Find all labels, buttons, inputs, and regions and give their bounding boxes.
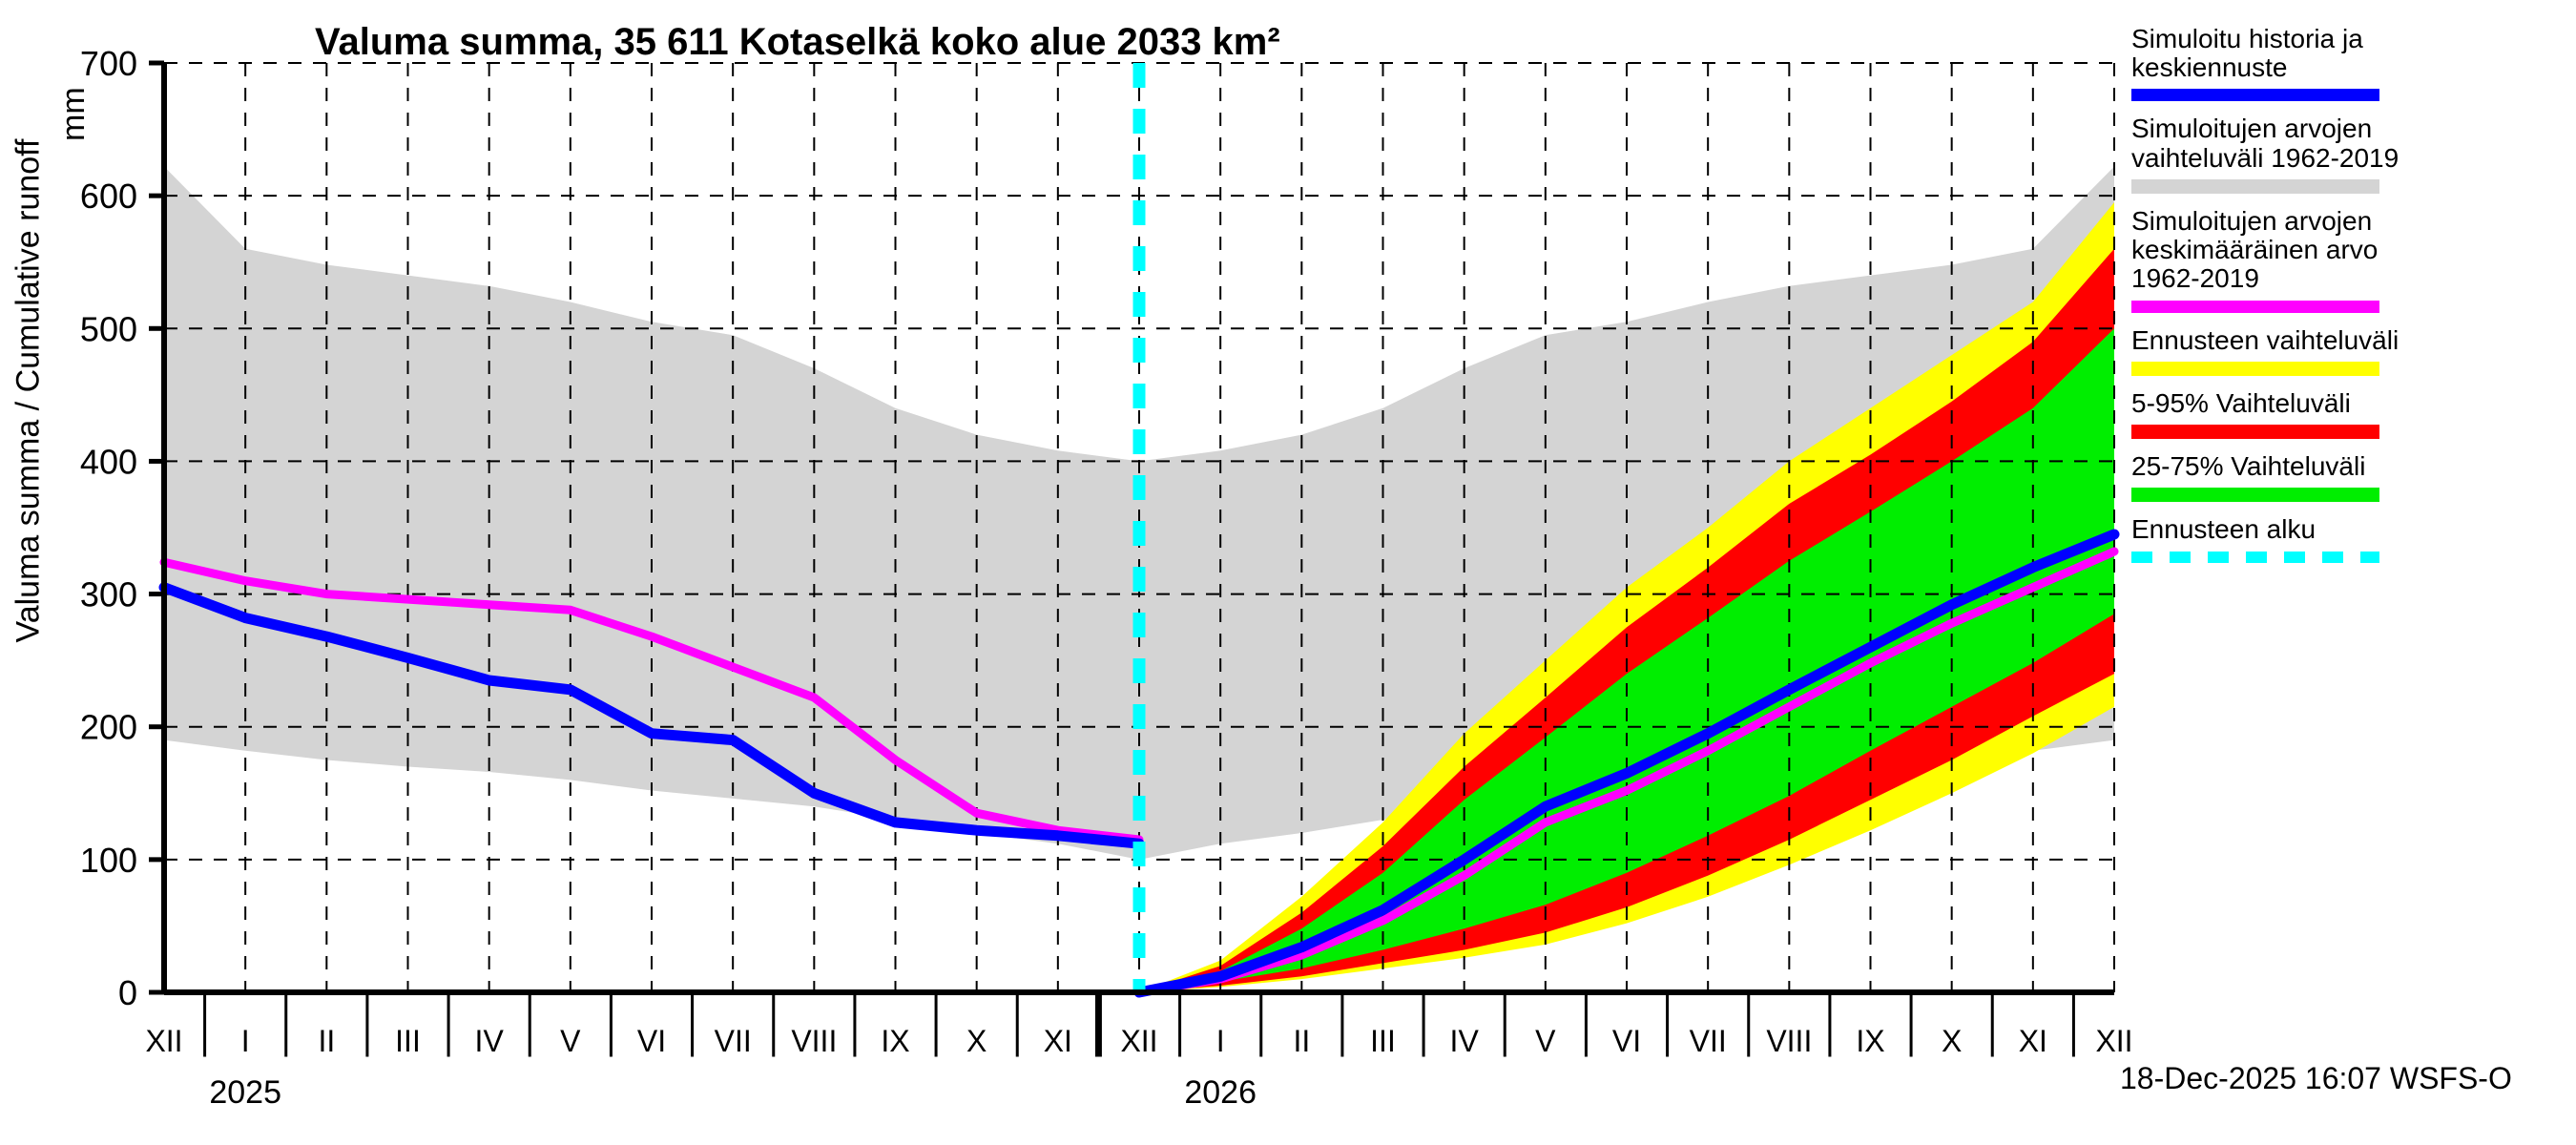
y-tick-label-200: 200: [80, 708, 137, 747]
legend-simulated-range: Simuloitujen arvojen vaihteluväli 1962-2…: [2131, 114, 2576, 194]
legend-forecast-start-swatch: [2131, 551, 2379, 563]
y-tick-label-0: 0: [118, 973, 137, 1012]
x-month-label-17: V: [1535, 1024, 1556, 1058]
legend-simulated-mean-label: Simuloitujen arvojen keskimääräinen arvo…: [2131, 205, 2379, 294]
legend-simulated-range-label: Simuloitujen arvojen vaihteluväli 1962-2…: [2131, 114, 2399, 173]
x-month-label-22: X: [1942, 1024, 1962, 1058]
y-tick-label-600: 600: [80, 177, 137, 216]
legend-5-95-range-label: 5-95% Vaihteluväli: [2131, 387, 2351, 418]
x-month-label-1: I: [241, 1024, 250, 1058]
legend-simulated-history: Simuloitu historia ja keskiennuste: [2131, 24, 2576, 102]
chart-legend: Simuloitu historia ja keskiennuste Simulo…: [2131, 24, 2576, 576]
x-month-label-13: I: [1216, 1024, 1225, 1058]
x-month-label-9: IX: [881, 1024, 909, 1058]
simulated-line-forecast: [1133, 529, 2120, 998]
simulated-line-history: [158, 582, 1145, 849]
legend-simulated-mean-swatch: [2131, 300, 2379, 313]
legend-simulated-history-swatch: [2131, 89, 2379, 102]
x-month-label-3: III: [395, 1024, 421, 1058]
x-month-label-5: V: [560, 1024, 581, 1058]
x-month-label-21: IX: [1856, 1024, 1884, 1058]
x-month-label-0: XII: [145, 1024, 182, 1058]
x-month-label-12: XII: [1120, 1024, 1157, 1058]
legend-forecast-range-swatch: [2131, 361, 2379, 376]
x-month-label-18: VI: [1612, 1024, 1641, 1058]
x-month-label-2: II: [318, 1024, 335, 1058]
legend-forecast-start-label: Ennusteen alku: [2131, 514, 2316, 545]
x-month-label-15: III: [1370, 1024, 1396, 1058]
x-month-label-20: VIII: [1766, 1024, 1812, 1058]
x-month-label-24: XII: [2095, 1024, 2132, 1058]
y-tick-label-400: 400: [80, 442, 137, 481]
y-tick-label-700: 700: [80, 44, 137, 83]
x-month-label-6: VI: [637, 1024, 666, 1058]
x-month-label-19: VII: [1690, 1024, 1727, 1058]
x-month-label-4: IV: [475, 1024, 505, 1058]
x-month-label-7: VII: [715, 1024, 752, 1058]
x-year-label-2026: 2026: [1184, 1074, 1257, 1111]
page-title: Valuma summa, 35 611 Kotaselkä koko alue…: [315, 21, 1280, 63]
x-month-label-14: II: [1293, 1024, 1310, 1058]
x-month-label-10: X: [966, 1024, 987, 1058]
legend-simulated-mean: Simuloitujen arvojen keskimääräinen arvo…: [2131, 205, 2576, 313]
y-tick-label-100: 100: [80, 841, 137, 880]
legend-25-75-range-label: 25-75% Vaihteluväli: [2131, 451, 2366, 482]
mean-line-history: [159, 557, 1144, 844]
x-month-label-8: VIII: [791, 1024, 837, 1058]
mean-line-forecast: [1134, 547, 2119, 997]
legend-25-75-range: 25-75% Vaihteluväli: [2131, 451, 2576, 503]
legend-forecast-range: Ennusteen vaihteluväli: [2131, 324, 2576, 376]
x-year-label-2025: 2025: [209, 1074, 281, 1111]
x-month-label-11: XI: [1044, 1024, 1072, 1058]
legend-5-95-range-swatch: [2131, 425, 2379, 440]
timestamp-footer: 18-Dec-2025 16:07 WSFS-O: [2120, 1061, 2512, 1095]
legend-5-95-range: 5-95% Vaihteluväli: [2131, 387, 2576, 440]
x-month-label-16: IV: [1450, 1024, 1480, 1058]
legend-forecast-range-label: Ennusteen vaihteluväli: [2131, 324, 2399, 355]
x-month-label-23: XI: [2019, 1024, 2047, 1058]
legend-forecast-start: Ennusteen alku: [2131, 514, 2576, 563]
y-tick-label-500: 500: [80, 309, 137, 348]
legend-simulated-range-swatch: [2131, 178, 2379, 194]
legend-25-75-range-swatch: [2131, 488, 2379, 503]
y-tick-label-300: 300: [80, 575, 137, 614]
legend-simulated-history-label: Simuloitu historia ja keskiennuste: [2131, 24, 2363, 83]
